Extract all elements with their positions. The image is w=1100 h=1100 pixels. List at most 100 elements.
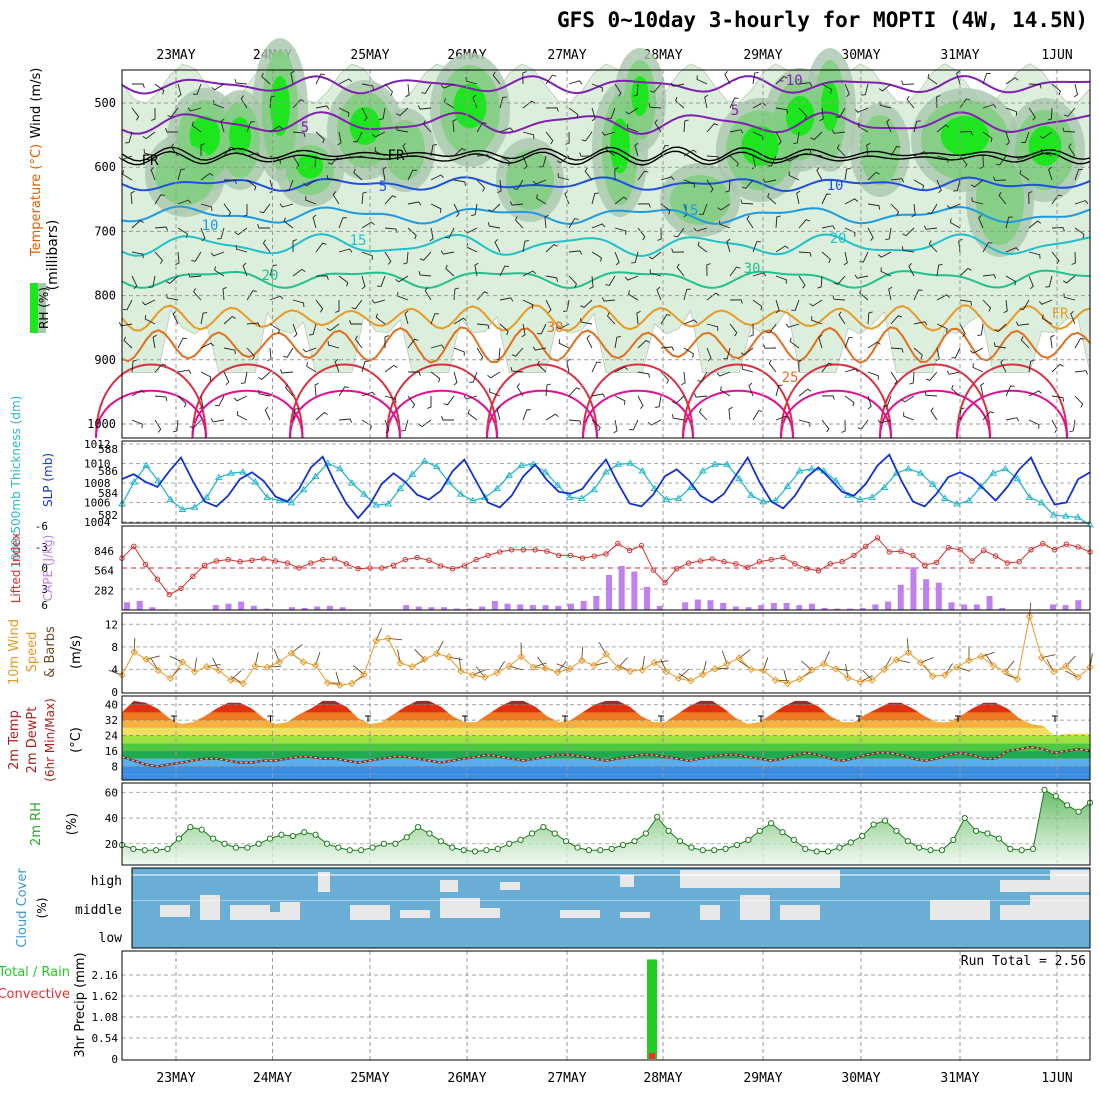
upper-wind-barb	[522, 131, 535, 139]
rh2m-point	[130, 845, 137, 852]
upper-wind-barb	[240, 95, 248, 109]
upper-wind-barb	[706, 263, 711, 277]
upper-wind-barb	[1070, 310, 1076, 325]
upper-wind-barb	[510, 366, 524, 373]
temp-band	[122, 712, 1090, 721]
upper-wind-barb	[886, 118, 892, 133]
thickness-point	[239, 468, 247, 475]
freezing-level-1	[121, 146, 1091, 162]
li-point	[355, 566, 361, 572]
cape-bar	[796, 605, 803, 610]
upper-wind-barb	[648, 251, 662, 260]
upper-wind-barb	[821, 83, 832, 94]
upper-wind-barb	[222, 286, 227, 301]
cloud-level-high: high	[91, 874, 122, 889]
li-point	[662, 580, 668, 586]
cloud-gap	[260, 912, 290, 920]
upper-wind-barb	[568, 275, 578, 288]
upper-wind-barb	[704, 94, 709, 109]
cape-bar	[504, 603, 511, 610]
upper-wind-barb	[993, 176, 1007, 181]
upper-wind-barb	[844, 83, 850, 98]
cape-bar	[314, 606, 321, 610]
rh2m-tick-20: 20	[105, 838, 118, 851]
upper-wind-barb	[648, 103, 662, 109]
cape-bar	[758, 605, 765, 610]
upper-wind-barb	[798, 219, 811, 229]
li-tick-1: -3	[35, 541, 48, 554]
upper-wind-barb	[959, 323, 966, 338]
upper-wind-barb	[499, 96, 507, 109]
cloud-gap	[500, 882, 520, 890]
upper-wind-barb	[214, 395, 225, 407]
isotherm-25	[121, 304, 1091, 332]
cape-bar	[935, 582, 942, 610]
upper-wind-barb	[924, 391, 938, 397]
thickness-point	[1001, 464, 1010, 472]
upper-wind-barb	[1015, 321, 1030, 326]
wind-speed-point	[178, 658, 187, 666]
wind-speed-point	[844, 674, 852, 682]
rh-saturated-core	[296, 153, 324, 179]
upper-wind-barb	[1005, 107, 1017, 116]
upper-wind-barb	[591, 419, 601, 432]
upper-wind-barb	[633, 83, 639, 97]
rh2m-point	[164, 845, 171, 852]
upper-wind-barb	[890, 347, 904, 353]
upper-wind-barb	[167, 107, 179, 118]
upper-wind-barb	[728, 406, 733, 421]
thickness-point	[517, 461, 526, 468]
upper-wind-barb	[1050, 334, 1055, 349]
upper-wind-barb	[913, 120, 921, 133]
upper-wind-barb	[285, 179, 294, 191]
upper-wind-barb	[496, 406, 501, 421]
upper-wind-barb	[407, 201, 422, 206]
upper-wind-barb	[906, 95, 915, 109]
upper-wind-barb	[338, 217, 347, 229]
upper-wind-barb	[349, 320, 362, 325]
upper-wind-barb	[200, 172, 214, 181]
upper-wind-barb	[1005, 385, 1015, 397]
upper-wind-barb	[977, 323, 984, 337]
upper-wind-barb	[154, 395, 168, 402]
upper-wind-barb	[279, 369, 294, 374]
cape-bar	[656, 605, 663, 610]
upper-wind-barb	[384, 335, 389, 348]
upper-wind-barb	[831, 129, 846, 134]
upper-wind-barb	[936, 294, 951, 301]
li-point	[131, 543, 137, 549]
thickness-tick-588: 588	[98, 443, 118, 456]
upper-wind-barb	[699, 203, 708, 215]
upper-wind-barb	[1000, 358, 1007, 373]
upper-wind-barb	[152, 334, 157, 349]
upper-wind-barb	[624, 275, 639, 281]
upper-wind-barb	[545, 107, 559, 112]
rh2m-point	[995, 835, 1002, 842]
upper-wind-barb	[191, 251, 202, 262]
upper-wind-barb	[177, 199, 192, 205]
upper-wind-barb	[1005, 275, 1016, 286]
upper-wind-barb	[706, 123, 719, 133]
li-point	[461, 563, 468, 569]
thickness-point	[662, 495, 671, 503]
rh2m-point	[506, 840, 513, 847]
upper-wind-barb	[545, 383, 552, 397]
upper-wind-barb	[154, 419, 162, 433]
upper-wind-barb	[430, 174, 445, 181]
thickness-point	[965, 496, 973, 504]
rh2m-point	[232, 844, 239, 851]
li-point	[957, 547, 963, 553]
upper-wind-barb	[950, 218, 961, 229]
upper-wind-barb	[890, 371, 898, 385]
wind-speed-point	[299, 658, 308, 666]
rh2m-point	[779, 829, 786, 836]
upper-wind-barb	[422, 120, 432, 133]
rh-moist-patch	[860, 115, 900, 185]
temp-tick-40: 40	[105, 699, 118, 712]
rh2m-point	[699, 847, 706, 854]
upper-wind-barb	[1028, 191, 1033, 205]
upper-wind-barb	[951, 384, 961, 397]
wind-speed-point	[989, 661, 997, 670]
cape-bar	[1049, 604, 1056, 610]
upper-wind-barb	[725, 179, 731, 193]
